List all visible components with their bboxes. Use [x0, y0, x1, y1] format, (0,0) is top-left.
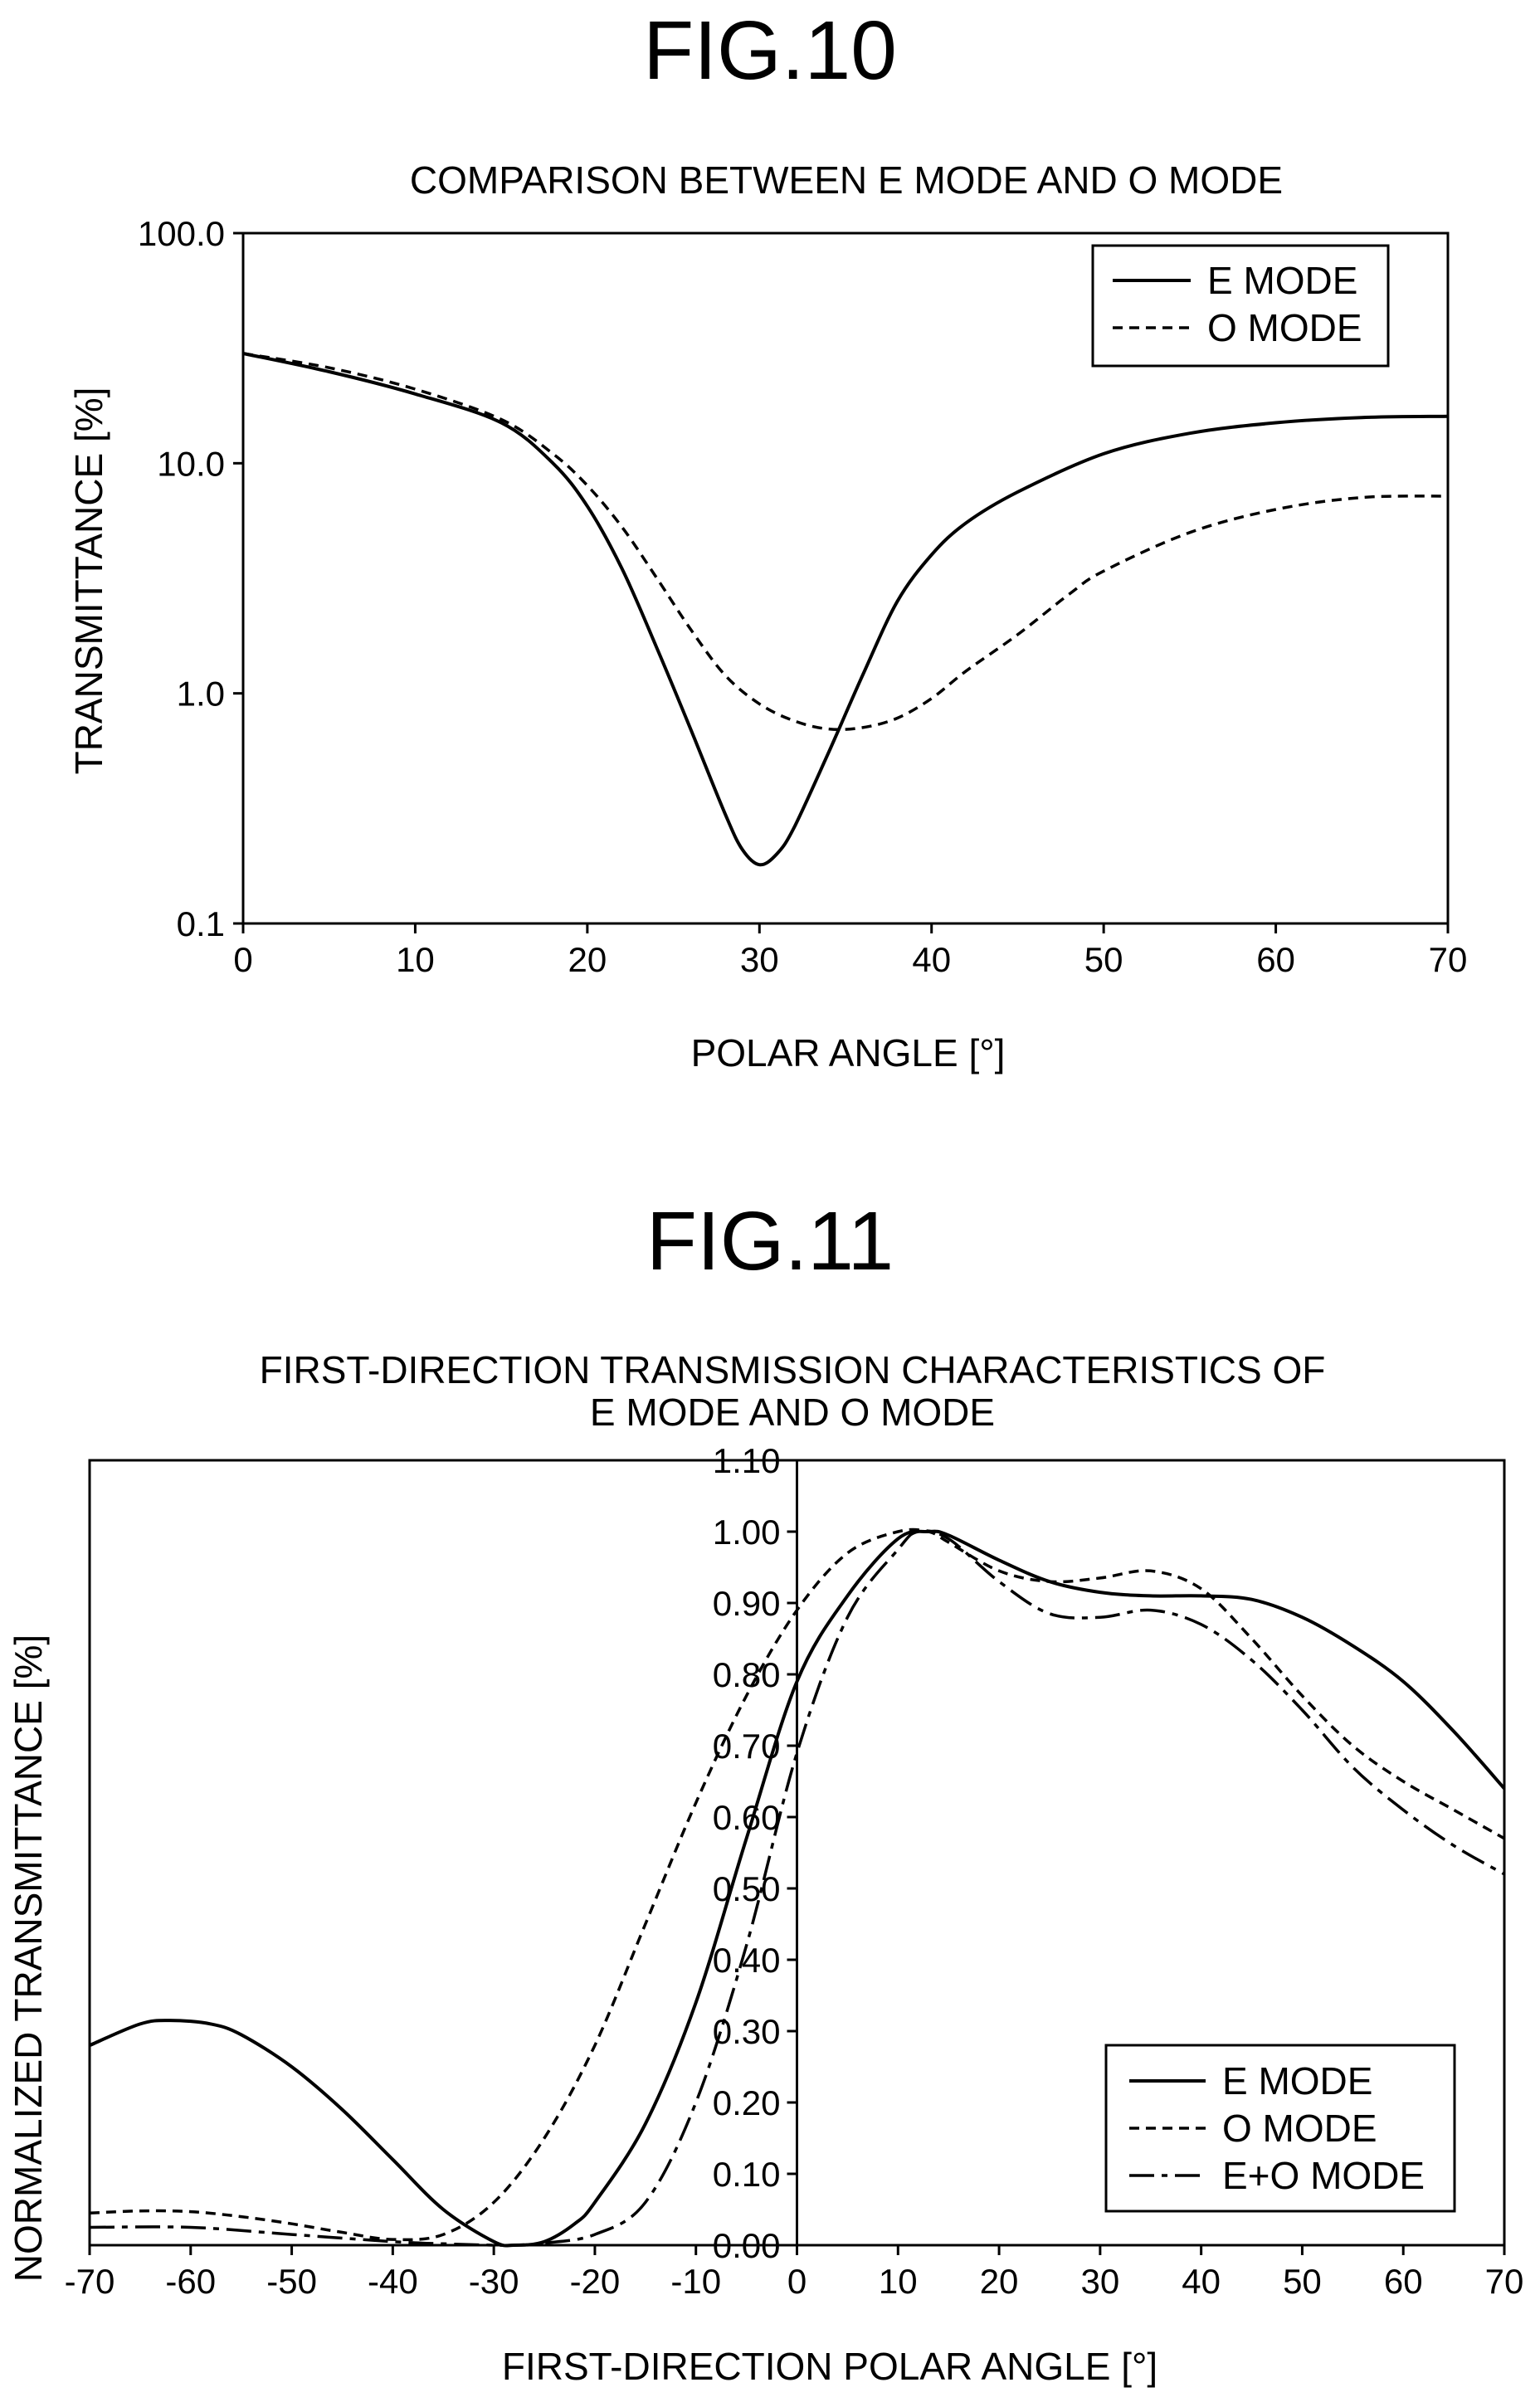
- fig10-label: FIG.10: [643, 4, 897, 97]
- fig10-legend: E MODE O MODE: [1091, 244, 1390, 368]
- fig11-chart: FIG.11 FIRST-DIRECTION TRANSMISSION CHAR…: [7, 1195, 1523, 2388]
- fig11-x-tick-label: -10: [670, 2262, 721, 2301]
- fig11-title-line-1: FIRST-DIRECTION TRANSMISSION CHARACTERIS…: [260, 1348, 1326, 1391]
- fig11-y-tick-label: 0.20: [713, 2083, 781, 2122]
- fig11-y-tick-label: 0.50: [713, 1869, 781, 1908]
- fig11-title-line-2: E MODE AND O MODE: [590, 1391, 995, 1434]
- fig11-legend-box: [1104, 2044, 1456, 2213]
- fig11-label: FIG.11: [646, 1195, 894, 1288]
- fig11-y-tick-label: 0.90: [713, 1584, 781, 1623]
- fig11-series-line-e-mode: [89, 1529, 1506, 2248]
- fig11-legend-label-o-mode: O MODE: [1222, 2107, 1377, 2150]
- fig10-legend-label-o-mode: O MODE: [1207, 306, 1362, 349]
- fig10-series: [242, 352, 1449, 867]
- fig10-x-tick-label: 50: [1084, 940, 1123, 979]
- fig11-x-tick-label: 50: [1283, 2262, 1322, 2301]
- fig10-y-tick-label: 10.0: [157, 444, 225, 483]
- fig10-x-tick-label: 70: [1429, 940, 1468, 979]
- fig10-x-axis-label: POLAR ANGLE [°]: [691, 1031, 1006, 1074]
- fig11-x-tick-label: 10: [879, 2262, 918, 2301]
- fig11-legend-label-e-plus-o-mode: E+O MODE: [1222, 2154, 1425, 2197]
- fig11-x-tick-label: 0: [787, 2262, 807, 2301]
- fig11-x-tick-label: -60: [165, 2262, 216, 2301]
- fig10-legend-box: [1091, 244, 1390, 368]
- fig11-x-tick-label: -50: [266, 2262, 317, 2301]
- fig11-x-tick-label: 70: [1485, 2262, 1524, 2301]
- fig10-x-tick-label: 20: [568, 940, 607, 979]
- fig11-legend: E MODE O MODE E+O MODE: [1104, 2044, 1456, 2213]
- fig11-legend-label-e-mode: E MODE: [1222, 2059, 1372, 2102]
- fig10-y-tick-label: 0.1: [177, 904, 225, 943]
- fig11-y-tick-label: 0.10: [713, 2155, 781, 2194]
- fig11-x-axis-label: FIRST-DIRECTION POLAR ANGLE [°]: [502, 2345, 1157, 2388]
- fig10-x-tick-label: 60: [1256, 940, 1295, 979]
- fig11-x-tick-label: 20: [980, 2262, 1019, 2301]
- fig10-ticks: 0 10 20 30 40 50 60 70 0.1 1.0 10.0 100.0: [138, 214, 1467, 979]
- fig10-x-tick-label: 40: [912, 940, 951, 979]
- fig10-x-tick-label: 0: [233, 940, 252, 979]
- fig11-y-tick-label: 1.00: [713, 1513, 781, 1552]
- fig11-series-line-e-plus-o-mode: [89, 1529, 1505, 2248]
- fig10-chart: FIG.10 COMPARISON BETWEEN E MODE AND O M…: [67, 4, 1467, 1074]
- fig10-legend-label-e-mode: E MODE: [1207, 259, 1357, 302]
- fig11-x-tick-label: 40: [1182, 2262, 1221, 2301]
- fig11-y-axis-label: NORMALIZED TRANSMITTANCE [%]: [7, 1635, 50, 2282]
- fig10-y-tick-label: 100.0: [138, 214, 225, 253]
- fig11-y-tick-label: 0.80: [713, 1655, 781, 1694]
- fig10-y-axis-label: TRANSMITTANCE [%]: [67, 387, 110, 775]
- fig11-ticks: -70 -60 -50 -40 -30 -20 -10 0 10 20 30 40 50 60 700.00…: [65, 1441, 1524, 2301]
- fig10-y-tick-label: 1.0: [177, 675, 225, 714]
- fig10-series-line-e-mode: [242, 352, 1449, 867]
- fig11-x-tick-label: -30: [469, 2262, 519, 2301]
- fig10-x-tick-label: 30: [740, 940, 779, 979]
- fig11-y-tick-label: 0.30: [713, 2012, 781, 2051]
- fig10-plot-frame: [241, 231, 1450, 925]
- fig10-title: COMPARISON BETWEEN E MODE AND O MODE: [410, 158, 1283, 202]
- fig11-x-tick-label: -70: [65, 2262, 115, 2301]
- fig10-series-line-o-mode: [242, 352, 1449, 732]
- fig10-x-tick-label: 10: [396, 940, 435, 979]
- fig11-y-tick-label: 0.60: [713, 1798, 781, 1837]
- fig11-x-tick-label: 60: [1384, 2262, 1423, 2301]
- fig11-x-tick-label: -20: [570, 2262, 621, 2301]
- fig11-x-tick-label: 30: [1080, 2262, 1119, 2301]
- fig11-x-tick-label: -40: [368, 2262, 418, 2301]
